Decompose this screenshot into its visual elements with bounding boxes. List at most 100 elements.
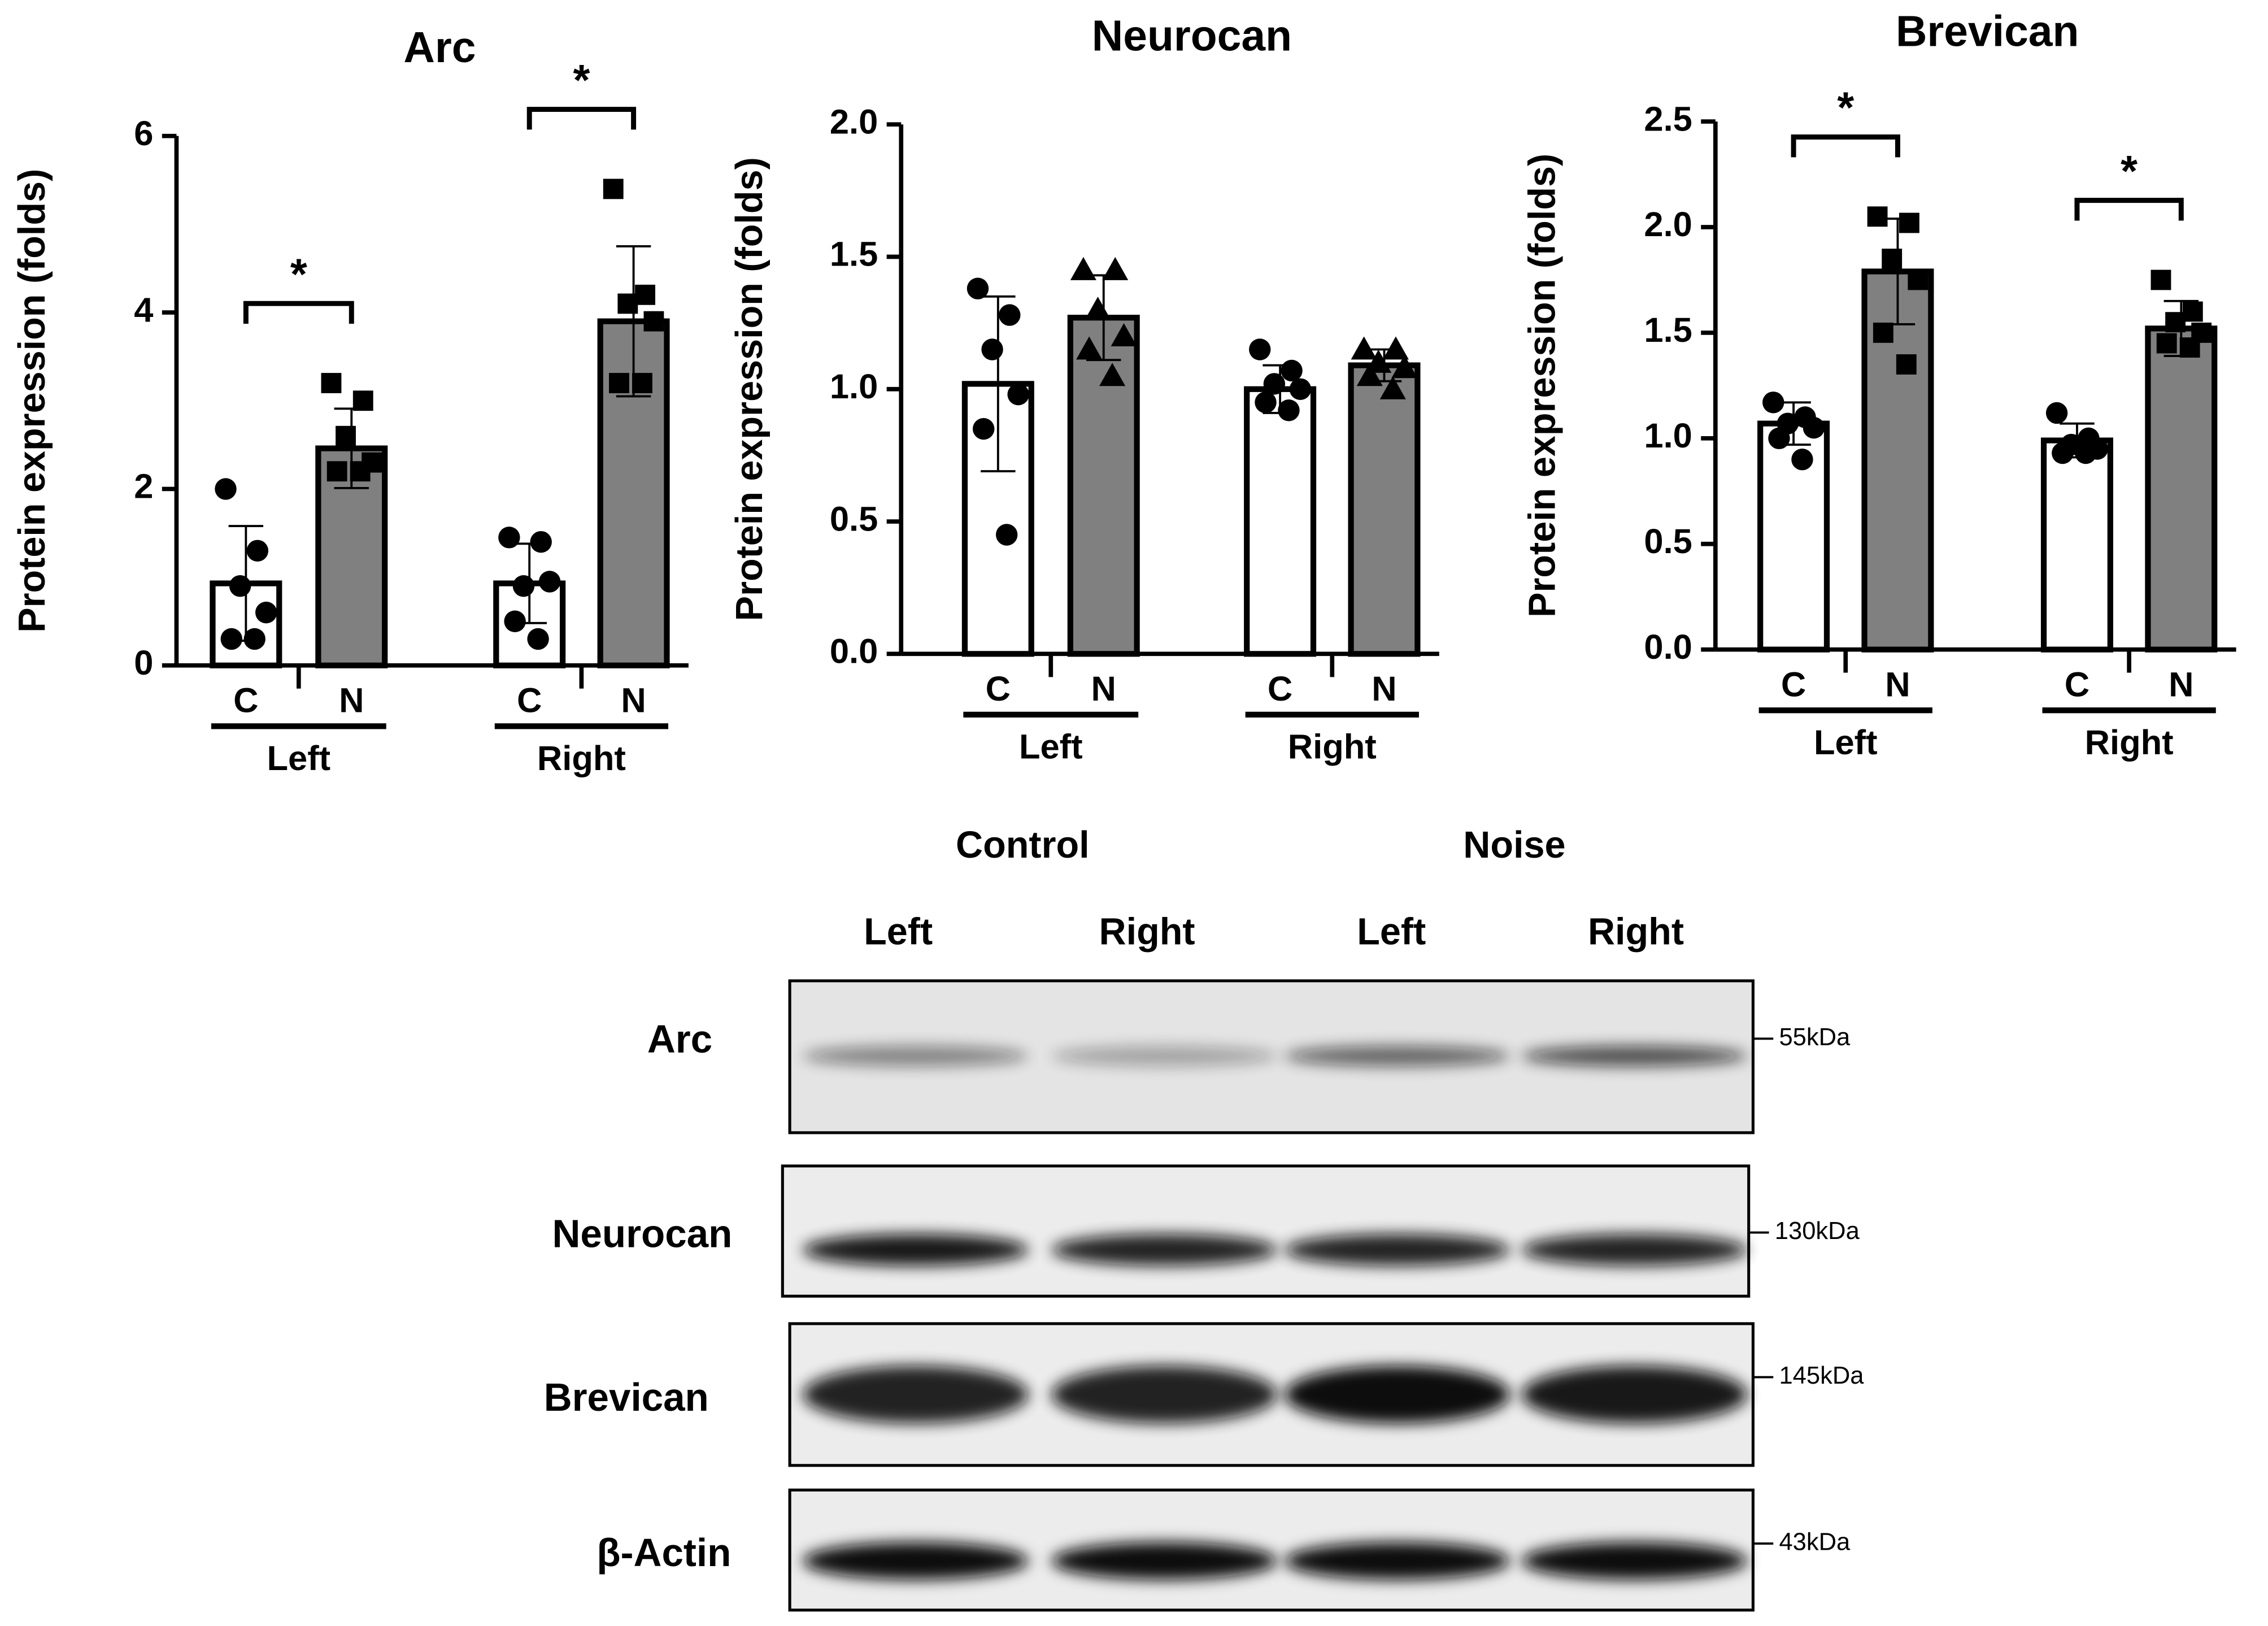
data-point bbox=[352, 390, 373, 411]
y-axis-label: Protein expression (folds) bbox=[11, 169, 53, 633]
bar bbox=[1067, 315, 1140, 657]
data-point bbox=[1908, 269, 1929, 290]
data-point bbox=[538, 571, 561, 593]
data-point bbox=[327, 461, 347, 482]
data-point bbox=[1263, 373, 1286, 395]
chart-title: Neurocan bbox=[1092, 11, 1292, 60]
y-tick-label: 2.0 bbox=[830, 102, 878, 141]
data-point bbox=[643, 311, 664, 332]
group-label: Left bbox=[1019, 728, 1083, 767]
data-point bbox=[1255, 391, 1277, 414]
data-point bbox=[1278, 399, 1300, 421]
data-point bbox=[1099, 363, 1126, 386]
y-tick-label: 0.0 bbox=[1644, 628, 1692, 667]
data-point bbox=[498, 527, 520, 549]
group-label: Left bbox=[267, 739, 330, 778]
data-point bbox=[973, 418, 995, 440]
blot-band bbox=[1051, 1046, 1277, 1067]
data-point bbox=[527, 628, 549, 650]
blot-band bbox=[1284, 1234, 1510, 1266]
group-label: Right bbox=[537, 739, 626, 778]
data-point bbox=[1391, 355, 1418, 379]
significance-bracket bbox=[2074, 198, 2184, 221]
data-point bbox=[1882, 249, 1903, 269]
data-point bbox=[2156, 333, 2177, 354]
x-tick-label: N bbox=[1885, 665, 1910, 704]
data-point bbox=[1873, 322, 1893, 343]
blot-band bbox=[1051, 1234, 1277, 1266]
data-point bbox=[967, 277, 989, 299]
data-point bbox=[1379, 376, 1406, 399]
data-point bbox=[1249, 338, 1271, 360]
y-tick-label: 0 bbox=[134, 644, 153, 682]
condition-label: Noise bbox=[1463, 824, 1565, 866]
y-tick-label: 2.0 bbox=[1644, 205, 1692, 244]
data-point bbox=[995, 524, 1018, 546]
x-tick-label: N bbox=[1091, 669, 1116, 708]
lane-label: Left bbox=[1357, 911, 1426, 953]
data-point bbox=[2182, 301, 2203, 322]
data-point bbox=[1111, 323, 1137, 346]
data-point bbox=[1867, 206, 1888, 227]
data-point bbox=[246, 540, 269, 562]
blot-band bbox=[803, 1234, 1029, 1266]
data-point bbox=[2179, 337, 2200, 358]
significance-label: * bbox=[2121, 147, 2138, 195]
blot-band bbox=[1521, 1234, 1748, 1266]
y-tick-label: 2 bbox=[134, 467, 153, 506]
y-axis-label: Protein expression (folds) bbox=[1521, 154, 1563, 618]
data-point bbox=[321, 373, 342, 393]
size-label: 55kDa bbox=[1779, 1024, 1851, 1051]
x-tick-label: C bbox=[2065, 665, 2089, 704]
group-label: Right bbox=[1288, 728, 1377, 767]
y-tick-label: 0.5 bbox=[830, 499, 878, 538]
data-point bbox=[1803, 416, 1825, 439]
bar bbox=[2040, 437, 2113, 653]
data-point bbox=[1076, 336, 1103, 360]
data-point bbox=[1896, 354, 1917, 375]
y-tick-label: 0.5 bbox=[1644, 522, 1692, 561]
size-label: 130kDa bbox=[1775, 1218, 1860, 1245]
data-point bbox=[220, 628, 242, 650]
significance-bracket bbox=[526, 107, 637, 130]
data-point bbox=[336, 425, 356, 446]
data-point bbox=[504, 610, 526, 632]
significance-label: * bbox=[290, 250, 307, 298]
lane-label: Left bbox=[864, 911, 933, 953]
data-point bbox=[632, 373, 652, 393]
x-tick-label: N bbox=[621, 681, 646, 720]
data-point bbox=[350, 461, 371, 482]
blot-band bbox=[803, 1366, 1029, 1424]
y-tick-label: 2.5 bbox=[1644, 99, 1692, 138]
data-point bbox=[1289, 378, 1312, 400]
lane-label: Right bbox=[1099, 911, 1195, 953]
y-tick-label: 1.5 bbox=[830, 235, 878, 274]
data-point bbox=[609, 373, 629, 393]
data-point bbox=[2151, 269, 2171, 290]
significance-label: * bbox=[573, 56, 590, 105]
x-tick-label: C bbox=[1781, 665, 1806, 704]
size-label: 145kDa bbox=[1779, 1362, 1864, 1389]
data-point bbox=[617, 293, 638, 314]
y-axis-label: Protein expression (folds) bbox=[729, 157, 770, 621]
lane-label: Right bbox=[1588, 911, 1684, 953]
bar bbox=[1244, 386, 1317, 657]
blot-band bbox=[1051, 1366, 1277, 1424]
y-tick-label: 1.5 bbox=[1644, 311, 1692, 350]
y-tick-label: 4 bbox=[134, 290, 153, 329]
data-point bbox=[255, 601, 277, 624]
data-point bbox=[999, 304, 1021, 326]
data-point bbox=[603, 179, 624, 199]
x-tick-label: C bbox=[1268, 669, 1292, 708]
blot-band bbox=[1284, 1046, 1510, 1067]
group-label: Right bbox=[2085, 723, 2174, 762]
y-tick-label: 1.0 bbox=[830, 367, 878, 406]
blot-row-label: Neurocan bbox=[552, 1211, 733, 1255]
data-point bbox=[2075, 442, 2097, 464]
blot-row-label: Arc bbox=[647, 1017, 712, 1061]
data-point bbox=[512, 575, 535, 597]
data-point bbox=[215, 478, 237, 500]
condition-label: Control bbox=[956, 824, 1090, 866]
blot-row-label: Brevican bbox=[544, 1375, 709, 1419]
